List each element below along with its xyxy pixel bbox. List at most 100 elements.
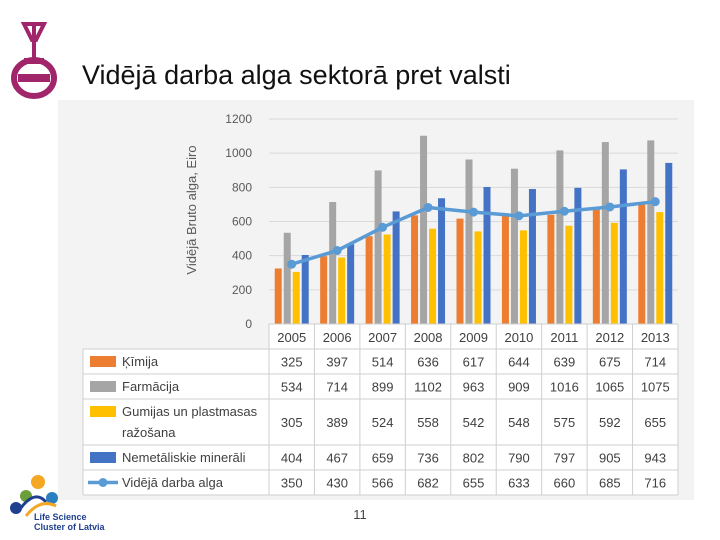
data-label: 1065 bbox=[595, 380, 624, 395]
line-point-2011 bbox=[559, 206, 569, 216]
bar-Ķīmija-2012 bbox=[592, 208, 600, 324]
bar-Ķīmija-2008 bbox=[411, 215, 419, 324]
bar-Farmācija-2005 bbox=[283, 232, 291, 324]
bar-Gumijas un plastmasas ražošana-2012 bbox=[610, 222, 618, 324]
data-label: 397 bbox=[326, 355, 348, 370]
data-label: 714 bbox=[644, 355, 666, 370]
legend-key-Nemetāliskie minerāli bbox=[90, 452, 116, 463]
data-label: 659 bbox=[372, 451, 394, 466]
bar-Nemetāliskie minerāli-2006 bbox=[347, 244, 355, 324]
data-table-legend-column bbox=[83, 349, 269, 495]
bar-Nemetāliskie minerāli-2008 bbox=[438, 198, 446, 324]
bar-Ķīmija-2009 bbox=[456, 218, 464, 324]
data-label: 682 bbox=[417, 476, 439, 491]
bar-Ķīmija-2013 bbox=[638, 202, 646, 324]
x-tick-label: 2012 bbox=[595, 330, 624, 345]
data-label: 675 bbox=[599, 355, 621, 370]
logo-caption-line1: Life Science bbox=[34, 512, 87, 522]
bar-Nemetāliskie minerāli-2007 bbox=[392, 211, 400, 324]
bar-Farmācija-2010 bbox=[510, 168, 518, 324]
y-tick-label: 400 bbox=[232, 249, 252, 263]
logo-caption-line2: Cluster of Latvia bbox=[34, 522, 105, 532]
bar-Gumijas un plastmasas ražošana-2008 bbox=[429, 228, 437, 324]
bar-Farmācija-2012 bbox=[601, 142, 609, 324]
data-label: 575 bbox=[554, 415, 576, 430]
bar-Gumijas un plastmasas ražošana-2006 bbox=[338, 257, 346, 324]
data-label: 592 bbox=[599, 415, 621, 430]
bar-Ķīmija-2010 bbox=[501, 213, 509, 324]
legend-label: Gumijas un plastmasas bbox=[122, 404, 258, 419]
x-tick-label: 2008 bbox=[414, 330, 443, 345]
y-tick-label: 600 bbox=[232, 215, 252, 229]
bar-Gumijas un plastmasas ražošana-2011 bbox=[565, 225, 573, 324]
bar-Nemetāliskie minerāli-2011 bbox=[574, 187, 582, 324]
bar-Ķīmija-2011 bbox=[547, 214, 555, 324]
bar-Farmācija-2007 bbox=[374, 170, 382, 324]
data-label: 790 bbox=[508, 451, 530, 466]
legend-key-Gumijas un plastmasas ražošana bbox=[90, 406, 116, 417]
bar-Nemetāliskie minerāli-2005 bbox=[301, 254, 309, 324]
line-point-2007 bbox=[378, 222, 388, 232]
bar-Farmācija-2008 bbox=[420, 135, 428, 324]
line-point-2005 bbox=[287, 259, 297, 269]
data-label: 633 bbox=[508, 476, 530, 491]
x-tick-label: 2013 bbox=[641, 330, 670, 345]
data-label: 617 bbox=[463, 355, 485, 370]
data-label: 736 bbox=[417, 451, 439, 466]
line-point-2012 bbox=[605, 202, 615, 212]
data-label: 644 bbox=[508, 355, 530, 370]
legend-key-Ķīmija bbox=[90, 356, 116, 367]
data-label: 636 bbox=[417, 355, 439, 370]
bar-Farmācija-2011 bbox=[556, 150, 564, 324]
data-label: 350 bbox=[281, 476, 303, 491]
y-axis-label: Vidējā Bruto alga, Eiro bbox=[184, 145, 199, 274]
bar-Nemetāliskie minerāli-2012 bbox=[619, 169, 627, 324]
data-label: 909 bbox=[508, 380, 530, 395]
bar-Ķīmija-2006 bbox=[320, 256, 328, 324]
bar-Ķīmija-2007 bbox=[365, 236, 373, 324]
legend-label: Vidējā darba alga bbox=[122, 475, 224, 490]
data-label: 655 bbox=[644, 415, 666, 430]
data-label: 325 bbox=[281, 355, 303, 370]
y-tick-label: 1200 bbox=[225, 112, 252, 126]
data-label: 558 bbox=[417, 415, 439, 430]
bar-Gumijas un plastmasas ražošana-2010 bbox=[519, 230, 527, 324]
data-label: 1102 bbox=[414, 380, 442, 395]
data-label: 430 bbox=[326, 476, 348, 491]
bar-Farmācija-2009 bbox=[465, 159, 473, 324]
legend-label: ražošana bbox=[122, 425, 176, 440]
data-label: 542 bbox=[463, 415, 485, 430]
bar-Nemetāliskie minerāli-2010 bbox=[528, 189, 536, 324]
bar-Gumijas un plastmasas ražošana-2007 bbox=[383, 234, 391, 324]
bar-Gumijas un plastmasas ražošana-2013 bbox=[656, 212, 664, 324]
page-number: 11 bbox=[353, 507, 367, 522]
data-label: 660 bbox=[554, 476, 576, 491]
y-tick-label: 200 bbox=[232, 283, 252, 297]
x-tick-label: 2010 bbox=[504, 330, 533, 345]
data-label: 963 bbox=[463, 380, 485, 395]
x-tick-label: 2007 bbox=[368, 330, 397, 345]
legend-key-Farmācija bbox=[90, 381, 116, 392]
data-label: 714 bbox=[326, 380, 348, 395]
bar-Ķīmija-2005 bbox=[274, 268, 282, 324]
bar-Nemetāliskie minerāli-2013 bbox=[665, 162, 673, 324]
y-tick-label: 800 bbox=[232, 180, 252, 194]
data-label: 534 bbox=[281, 380, 303, 395]
bar-Farmācija-2006 bbox=[329, 202, 337, 324]
logo-caption: Life Science Cluster of Latvia bbox=[34, 512, 105, 532]
bar-Nemetāliskie minerāli-2009 bbox=[483, 186, 491, 324]
data-label: 566 bbox=[372, 476, 394, 491]
data-label: 655 bbox=[463, 476, 485, 491]
y-tick-label: 0 bbox=[245, 317, 252, 331]
legend-label: Farmācija bbox=[122, 379, 180, 394]
data-label: 716 bbox=[644, 476, 666, 491]
line-point-2006 bbox=[332, 246, 342, 256]
organization-logo-icon bbox=[11, 22, 57, 99]
line-point-2010 bbox=[514, 211, 524, 221]
legend-key-marker-Vidējā darba alga bbox=[98, 478, 108, 487]
data-label: 639 bbox=[554, 355, 576, 370]
life-science-cluster-logo-icon bbox=[10, 475, 58, 517]
data-label: 514 bbox=[372, 355, 394, 370]
legend-label: Nemetāliskie minerāli bbox=[122, 450, 246, 465]
